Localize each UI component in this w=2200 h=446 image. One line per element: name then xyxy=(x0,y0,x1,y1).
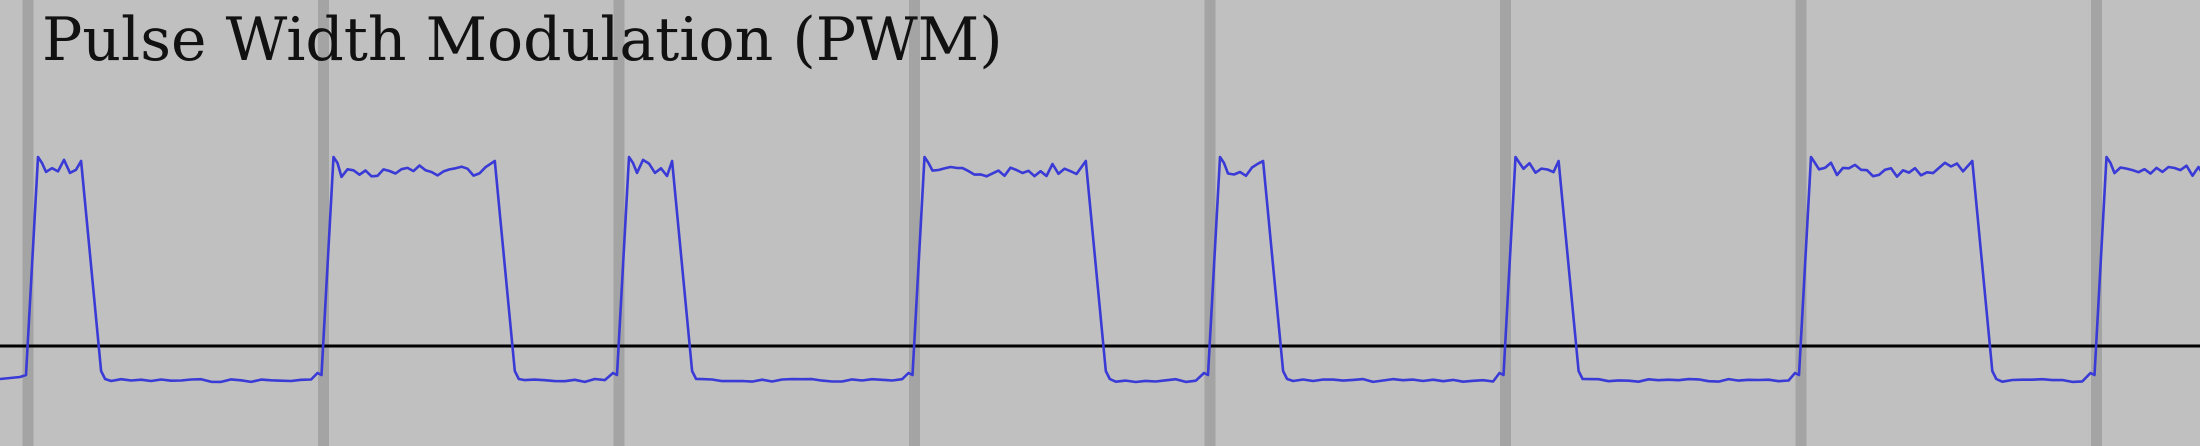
pwm-waveform-line xyxy=(0,157,2200,382)
pwm-waveform-group xyxy=(0,157,2200,382)
diagram-title: Pulse Width Modulation (PWM) xyxy=(42,2,1003,78)
